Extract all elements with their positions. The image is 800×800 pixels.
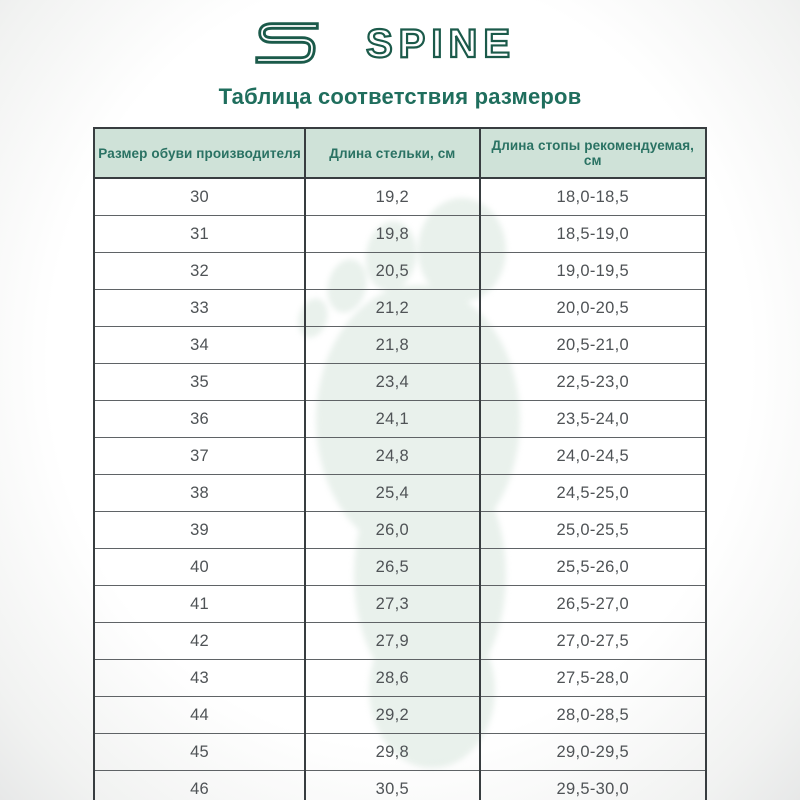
table-row: 30 19,2 18,0-18,5 — [94, 178, 706, 216]
cell-insole-length: 24,8 — [304, 437, 480, 475]
cell-manufacturer-size: 37 — [94, 437, 306, 475]
table-header-row: Размер обуви производителя Длина стельки… — [94, 128, 706, 179]
cell-foot-length: 19,0-19,5 — [478, 252, 706, 290]
cell-insole-length: 21,2 — [304, 289, 480, 327]
cell-manufacturer-size: 33 — [94, 289, 306, 327]
cell-insole-length: 27,9 — [304, 622, 480, 660]
header-insole-length: Длина стельки, см — [304, 128, 480, 179]
cell-insole-length: 21,8 — [304, 326, 480, 364]
cell-foot-length: 22,5-23,0 — [478, 363, 706, 401]
cell-insole-length: 26,5 — [304, 548, 480, 586]
cell-manufacturer-size: 43 — [94, 659, 306, 697]
cell-foot-length: 24,5-25,0 — [478, 474, 706, 512]
table-row: 34 21,8 20,5-21,0 — [94, 326, 706, 364]
cell-insole-length: 26,0 — [304, 511, 480, 549]
table-row: 31 19,8 18,5-19,0 — [94, 215, 706, 253]
table-row: 37 24,8 24,0-24,5 — [94, 437, 706, 475]
cell-manufacturer-size: 35 — [94, 363, 306, 401]
cell-manufacturer-size: 36 — [94, 400, 306, 438]
cell-insole-length: 23,4 — [304, 363, 480, 401]
cell-foot-length: 23,5-24,0 — [478, 400, 706, 438]
table-row: 33 21,2 20,0-20,5 — [94, 289, 706, 327]
cell-insole-length: 28,6 — [304, 659, 480, 697]
size-table: Размер обуви производителя Длина стельки… — [93, 127, 707, 800]
table-row: 41 27,3 26,5-27,0 — [94, 585, 706, 623]
table-row: 42 27,9 27,0-27,5 — [94, 622, 706, 660]
cell-insole-length: 27,3 — [304, 585, 480, 623]
cell-insole-length: 19,2 — [304, 178, 480, 216]
cell-manufacturer-size: 44 — [94, 696, 306, 734]
cell-insole-length: 29,8 — [304, 733, 480, 771]
cell-foot-length: 29,5-30,0 — [478, 770, 706, 800]
spine-logo: SPINE — [0, 20, 800, 66]
brand-name-text: SPINE — [366, 22, 516, 66]
cell-manufacturer-size: 40 — [94, 548, 306, 586]
header-manufacturer-size: Размер обуви производителя — [94, 128, 306, 179]
cell-insole-length: 19,8 — [304, 215, 480, 253]
cell-foot-length: 28,0-28,5 — [478, 696, 706, 734]
cell-insole-length: 29,2 — [304, 696, 480, 734]
table-header: Размер обуви производителя Длина стельки… — [94, 128, 706, 179]
brand-wordmark: SPINE — [365, 21, 516, 66]
cell-foot-length: 20,5-21,0 — [478, 326, 706, 364]
cell-insole-length: 25,4 — [304, 474, 480, 512]
cell-insole-length: 20,5 — [304, 252, 480, 290]
cell-manufacturer-size: 45 — [94, 733, 306, 771]
cell-manufacturer-size: 34 — [94, 326, 306, 364]
cell-foot-length: 29,0-29,5 — [478, 733, 706, 771]
table-row: 45 29,8 29,0-29,5 — [94, 733, 706, 771]
cell-foot-length: 25,5-26,0 — [478, 548, 706, 586]
cell-manufacturer-size: 31 — [94, 215, 306, 253]
table-row: 38 25,4 24,5-25,0 — [94, 474, 706, 512]
table-row: 44 29,2 28,0-28,5 — [94, 696, 706, 734]
table-row: 36 24,1 23,5-24,0 — [94, 400, 706, 438]
cell-manufacturer-size: 46 — [94, 770, 306, 800]
cell-foot-length: 18,5-19,0 — [478, 215, 706, 253]
cell-foot-length: 26,5-27,0 — [478, 585, 706, 623]
cell-manufacturer-size: 42 — [94, 622, 306, 660]
cell-manufacturer-size: 41 — [94, 585, 306, 623]
table-row: 46 30,5 29,5-30,0 — [94, 770, 706, 800]
cell-manufacturer-size: 30 — [190, 187, 210, 206]
table-row: 35 23,4 22,5-23,0 — [94, 363, 706, 401]
cell-foot-length: 25,0-25,5 — [478, 511, 706, 549]
cell-foot-length: 27,0-27,5 — [478, 622, 706, 660]
cell-insole-length: 24,1 — [304, 400, 480, 438]
table-body: 30 19,2 18,0-18,5 31 19,8 18,5-19,0 32 20,5 19,0… — [94, 178, 706, 800]
spine-monogram-icon — [255, 22, 319, 64]
cell-foot-length: 20,0-20,5 — [478, 289, 706, 327]
table-row: 32 20,5 19,0-19,5 — [94, 252, 706, 290]
cell-foot-length: 27,5-28,0 — [478, 659, 706, 697]
cell-insole-length: 30,5 — [304, 770, 480, 800]
cell-manufacturer-size: 39 — [94, 511, 306, 549]
table-row: 39 26,0 25,0-25,5 — [94, 511, 706, 549]
cell-manufacturer-size: 32 — [94, 252, 306, 290]
cell-foot-length: 18,0-18,5 — [478, 178, 706, 216]
header-foot-length: Длина стопы рекомендуемая, см — [478, 128, 706, 179]
table-row: 43 28,6 27,5-28,0 — [94, 659, 706, 697]
cell-manufacturer-size: 38 — [94, 474, 306, 512]
cell-foot-length: 24,0-24,5 — [478, 437, 706, 475]
page-title: Таблица соответствия размеров — [218, 84, 582, 109]
table-row: 40 26,5 25,5-26,0 — [94, 548, 706, 586]
